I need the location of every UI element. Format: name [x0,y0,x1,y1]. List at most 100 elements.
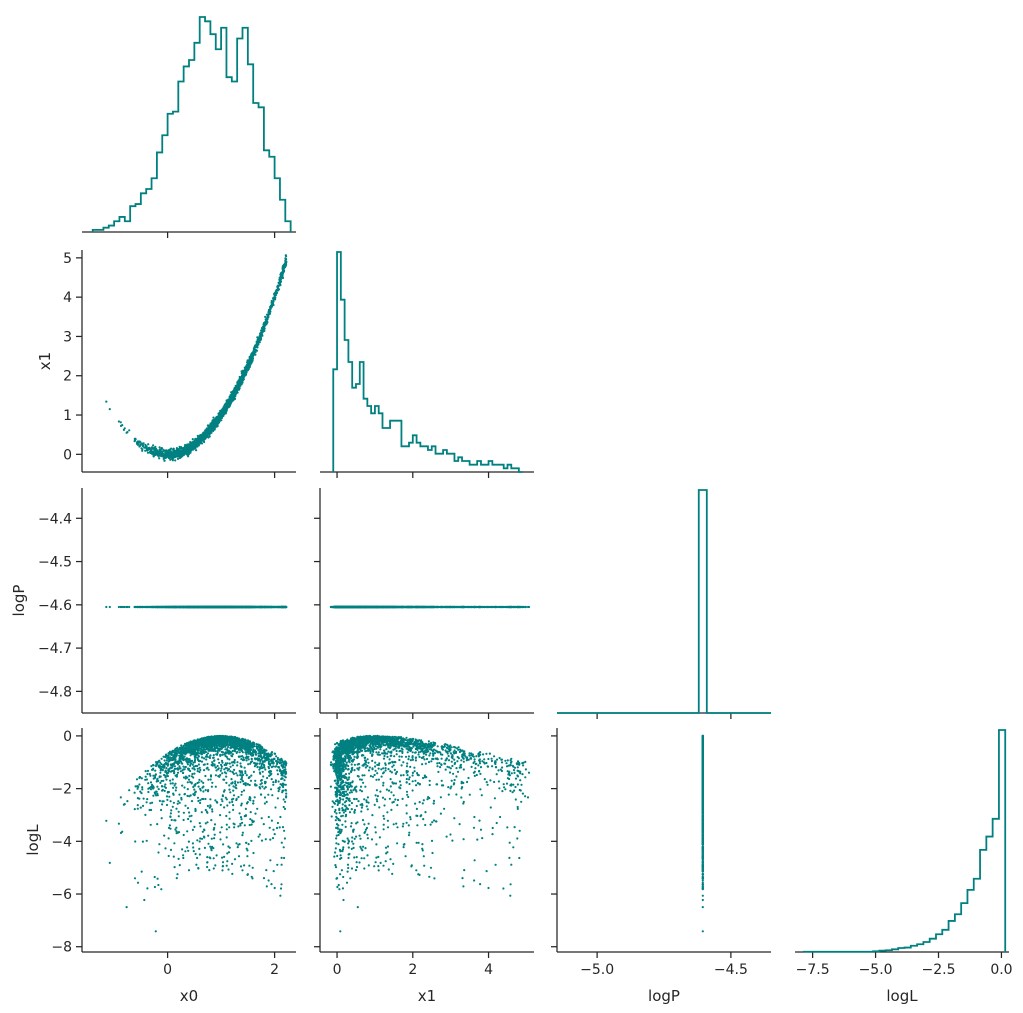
scatter-point [267,313,270,316]
scatter-point [170,455,173,458]
scatter-point [205,431,208,434]
scatter-point [105,400,108,403]
scatter-point [157,450,160,453]
scatter-point [239,380,243,383]
scatter-point [158,446,161,449]
scatter-point [215,425,218,428]
scatter-point [159,454,162,457]
scatter-point [269,307,272,310]
scatter-point [149,451,152,455]
scatter-point [105,605,108,609]
scatter-point [153,446,156,449]
y-tick-label: 0 [63,447,72,463]
scatter-point [169,458,172,461]
scatter-point [285,261,288,264]
scatter-point [206,430,210,433]
scatter-point [144,449,147,452]
y-tick-label: 2 [63,369,72,385]
scatter-point [211,425,214,428]
y-tick-label: −4.8 [38,684,72,700]
scatter-point [151,452,155,455]
scatter-point [123,427,126,430]
scatter-point [149,448,153,451]
scatter-point [158,457,161,460]
scatter-point [274,290,277,293]
scatter-point [259,337,263,340]
scatter-point [153,449,156,452]
scatter-point [233,395,236,398]
histogram-step [91,16,292,232]
scatter-point [139,443,142,446]
scatter-point [212,429,215,433]
scatter-point [189,446,192,449]
scatter-point [117,605,120,609]
scatter-point [181,449,184,452]
scatter-point [186,447,189,450]
scatter-point [202,433,206,436]
scatter-point [146,449,149,452]
scatter-point [284,257,287,261]
scatter-point [165,449,168,452]
scatter-point [141,445,144,448]
scatter-point [236,391,239,394]
scatter-point [134,438,137,441]
y-tick-label: −4.6 [38,598,72,614]
scatter-point [246,360,249,363]
scatter-point [195,449,198,452]
scatter-point [284,263,287,266]
scatter-point [208,435,211,438]
scatter-point [152,455,155,458]
scatter-point [123,605,126,609]
scatter-point [117,420,120,423]
scatter-point [108,605,111,609]
scatter-point [176,457,180,460]
scatter-point [262,325,265,328]
scatter-point [249,355,252,358]
scatter-point [191,438,194,441]
scatter-point [142,442,145,445]
scatter-point [178,454,181,457]
scatter-point [173,449,176,452]
scatter-point [128,429,131,432]
histogram-step [332,251,523,473]
y-tick-label: 3 [63,329,72,345]
scatter-point [213,422,216,425]
scatter-point [175,447,178,450]
scatter-point [136,605,140,609]
scatter-point [175,450,178,453]
scatter-point [231,396,234,399]
scatter-point [187,451,190,454]
scatter-point [168,453,171,456]
scatter-point [225,405,229,408]
scatter-point [200,437,204,440]
histogram-x0 [91,16,292,232]
scatter-point [244,370,247,373]
scatter-point [204,436,207,439]
scatter-point [151,450,154,453]
scatter-point [254,353,257,356]
scatter-point [163,459,166,462]
scatter-point [199,435,202,438]
scatter-point [121,424,124,427]
scatter-point [234,391,237,394]
scatter-point [251,353,254,356]
scatter-point [181,455,184,458]
scatter-logP-vs-x0 [105,605,288,609]
y-tick-label: 5 [63,251,72,267]
scatter-point [220,412,223,415]
scatter-point [280,276,284,279]
scatter-point [163,455,166,459]
scatter-point [229,394,232,397]
scatter-point [285,255,288,258]
scatter-point [172,447,175,450]
scatter-point [169,448,172,451]
histogram-x1 [332,251,523,473]
scatter-point [273,296,276,299]
scatter-point [125,431,128,434]
scatter-point [226,400,230,403]
scatter-point [243,366,246,369]
scatter-point [203,440,206,444]
scatter-point [264,322,267,325]
scatter-point [215,418,218,421]
